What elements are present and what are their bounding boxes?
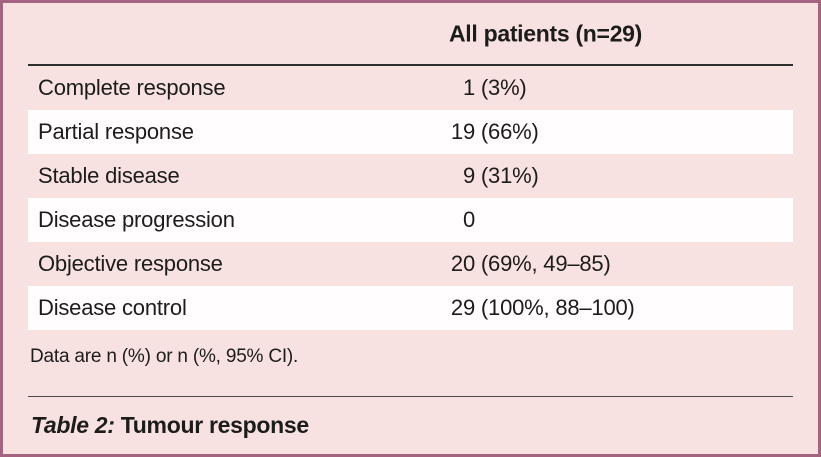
row-value-n: 1 bbox=[462, 75, 475, 100]
table-row: Disease control 29 (100%, 88–100) bbox=[28, 286, 793, 330]
row-value-detail: (100%, 88–100) bbox=[475, 295, 635, 320]
table-footnote: Data are n (%) or n (%, 95% CI). bbox=[30, 346, 299, 367]
table-caption-title: Tumour response bbox=[114, 412, 309, 438]
row-label: Complete response bbox=[38, 75, 226, 100]
row-label: Partial response bbox=[38, 119, 194, 144]
row-value: 0 bbox=[448, 207, 475, 233]
row-value: 1 (3%) bbox=[448, 75, 527, 101]
row-value-n: 0 bbox=[462, 207, 475, 232]
row-value: 19 (66%) bbox=[448, 119, 539, 145]
row-value-n: 9 bbox=[462, 163, 475, 188]
table-row: Partial response 19 (66%) bbox=[28, 110, 793, 154]
row-label: Objective response bbox=[38, 251, 223, 276]
table-caption-row: Table 2: Tumour response bbox=[3, 397, 818, 454]
caption-divider-rule bbox=[28, 396, 793, 397]
row-value-n: 29 bbox=[450, 295, 475, 320]
column-header-all-patients: All patients (n=29) bbox=[449, 20, 643, 46]
table-body: Complete response 1 (3%) Partial respons… bbox=[3, 66, 818, 330]
row-value-n: 20 bbox=[450, 251, 475, 276]
table-footnote-row: Data are n (%) or n (%, 95% CI). bbox=[3, 330, 818, 396]
row-label: Disease progression bbox=[38, 207, 235, 232]
row-value-detail: (69%, 49–85) bbox=[475, 251, 611, 276]
row-label: Stable disease bbox=[38, 163, 180, 188]
row-value-n: 19 bbox=[450, 119, 475, 144]
row-value: 20 (69%, 49–85) bbox=[448, 251, 611, 277]
row-value-detail: (31%) bbox=[475, 163, 539, 188]
table-row: Complete response 1 (3%) bbox=[28, 66, 793, 110]
table-row: Objective response 20 (69%, 49–85) bbox=[28, 242, 793, 286]
row-label: Disease control bbox=[38, 295, 187, 320]
row-value-detail: (3%) bbox=[475, 75, 527, 100]
table-header-row: All patients (n=29) bbox=[28, 3, 793, 64]
table-row: Stable disease 9 (31%) bbox=[28, 154, 793, 198]
header-divider-rule bbox=[28, 64, 793, 66]
row-value: 9 (31%) bbox=[448, 163, 539, 189]
row-value-detail: (66%) bbox=[475, 119, 539, 144]
table-caption-number: Table 2: bbox=[31, 412, 115, 438]
table-row: Disease progression 0 bbox=[28, 198, 793, 242]
row-value: 29 (100%, 88–100) bbox=[448, 295, 635, 321]
